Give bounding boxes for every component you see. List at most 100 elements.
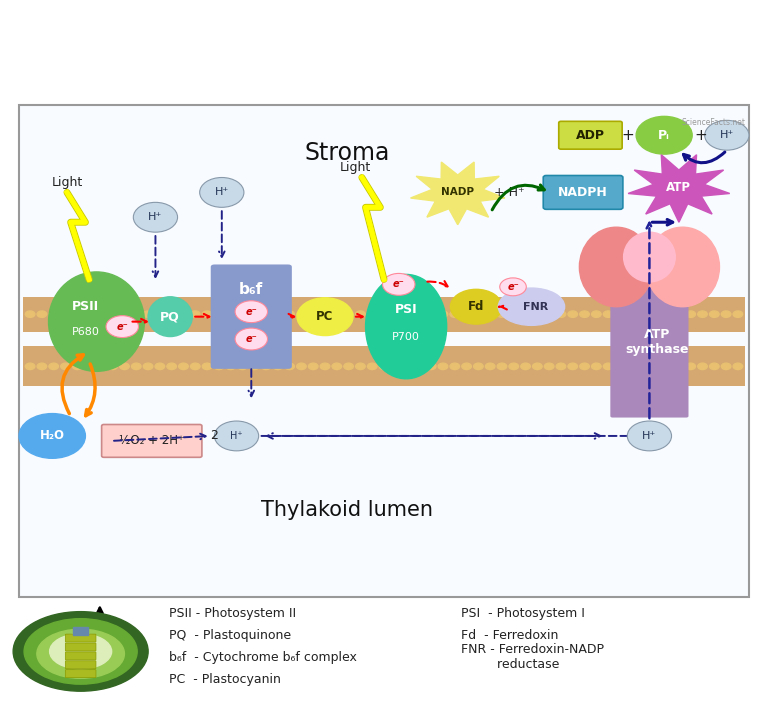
Circle shape xyxy=(733,311,743,317)
Circle shape xyxy=(202,311,212,317)
Circle shape xyxy=(462,311,472,317)
Circle shape xyxy=(144,311,153,317)
Text: e⁻: e⁻ xyxy=(246,334,257,344)
FancyBboxPatch shape xyxy=(611,275,688,417)
Circle shape xyxy=(379,311,389,317)
Ellipse shape xyxy=(624,232,675,282)
Circle shape xyxy=(131,311,141,317)
Circle shape xyxy=(144,363,153,370)
Circle shape xyxy=(273,363,283,370)
Circle shape xyxy=(705,120,749,150)
Circle shape xyxy=(710,363,719,370)
Bar xyxy=(74,627,88,635)
Circle shape xyxy=(237,363,247,370)
Circle shape xyxy=(521,363,531,370)
Circle shape xyxy=(639,311,648,317)
Circle shape xyxy=(72,311,82,317)
Circle shape xyxy=(309,311,318,317)
Text: NADPH: NADPH xyxy=(558,186,608,199)
Circle shape xyxy=(367,311,377,317)
Text: FNR: FNR xyxy=(522,302,548,312)
Circle shape xyxy=(532,311,542,317)
FancyBboxPatch shape xyxy=(65,634,96,642)
Circle shape xyxy=(320,311,329,317)
Ellipse shape xyxy=(148,297,192,337)
Circle shape xyxy=(485,363,495,370)
Circle shape xyxy=(167,363,177,370)
Circle shape xyxy=(450,363,459,370)
Circle shape xyxy=(686,363,696,370)
Circle shape xyxy=(639,363,648,370)
Circle shape xyxy=(190,363,200,370)
Circle shape xyxy=(37,311,47,317)
Text: + H⁺: + H⁺ xyxy=(494,186,525,199)
Text: H⁺: H⁺ xyxy=(148,212,163,222)
Text: ScienceFacts.net: ScienceFacts.net xyxy=(681,118,745,127)
Text: PQ  - Plastoquinone: PQ - Plastoquinone xyxy=(169,628,291,642)
Text: e⁻: e⁻ xyxy=(246,307,257,317)
Circle shape xyxy=(309,363,318,370)
Circle shape xyxy=(580,311,589,317)
Circle shape xyxy=(636,116,692,154)
Circle shape xyxy=(426,311,436,317)
Text: H⁺: H⁺ xyxy=(642,431,657,441)
Circle shape xyxy=(106,316,138,337)
Circle shape xyxy=(332,311,342,317)
FancyBboxPatch shape xyxy=(101,425,202,457)
Circle shape xyxy=(367,363,377,370)
Circle shape xyxy=(131,363,141,370)
Circle shape xyxy=(296,363,306,370)
Circle shape xyxy=(120,363,129,370)
Circle shape xyxy=(214,363,223,370)
Circle shape xyxy=(485,311,495,317)
Circle shape xyxy=(179,363,188,370)
Text: ATP
synthase: ATP synthase xyxy=(625,327,689,356)
Circle shape xyxy=(450,290,502,324)
Circle shape xyxy=(615,311,624,317)
Circle shape xyxy=(202,363,212,370)
Circle shape xyxy=(61,311,71,317)
Text: H₂O: H₂O xyxy=(40,430,65,442)
Circle shape xyxy=(721,311,731,317)
Circle shape xyxy=(556,363,566,370)
Circle shape xyxy=(72,363,82,370)
Polygon shape xyxy=(411,162,505,224)
Circle shape xyxy=(391,363,401,370)
Circle shape xyxy=(402,363,412,370)
Circle shape xyxy=(615,363,624,370)
Circle shape xyxy=(226,363,236,370)
Text: ADP: ADP xyxy=(576,129,605,142)
Text: Light-Dependent Reactions: Light-Dependent Reactions xyxy=(64,36,704,78)
Circle shape xyxy=(462,363,472,370)
Circle shape xyxy=(237,311,247,317)
Circle shape xyxy=(439,311,448,317)
Text: Thylakoid lumen: Thylakoid lumen xyxy=(261,501,433,520)
Text: PSII: PSII xyxy=(72,300,99,313)
Text: e⁻: e⁻ xyxy=(117,322,128,332)
Circle shape xyxy=(250,363,259,370)
Ellipse shape xyxy=(579,227,653,307)
Circle shape xyxy=(650,311,660,317)
Circle shape xyxy=(179,311,188,317)
Circle shape xyxy=(200,178,244,207)
FancyBboxPatch shape xyxy=(559,121,622,149)
Text: b₆f  - Cytochrome b₆f complex: b₆f - Cytochrome b₆f complex xyxy=(169,650,357,664)
Circle shape xyxy=(509,311,518,317)
Circle shape xyxy=(674,311,684,317)
Text: Light: Light xyxy=(339,161,371,174)
Circle shape xyxy=(250,311,259,317)
Circle shape xyxy=(497,311,507,317)
Text: H⁺: H⁺ xyxy=(215,187,229,197)
Text: 2: 2 xyxy=(210,430,218,442)
Circle shape xyxy=(25,311,35,317)
Circle shape xyxy=(235,328,267,350)
Ellipse shape xyxy=(24,618,137,684)
Ellipse shape xyxy=(48,272,144,371)
Circle shape xyxy=(521,311,531,317)
Text: Pᵢ: Pᵢ xyxy=(658,129,670,142)
Text: e⁻: e⁻ xyxy=(393,279,405,290)
Text: NADP: NADP xyxy=(442,187,474,197)
Circle shape xyxy=(497,363,507,370)
Circle shape xyxy=(568,311,578,317)
Text: Fd: Fd xyxy=(468,300,485,313)
